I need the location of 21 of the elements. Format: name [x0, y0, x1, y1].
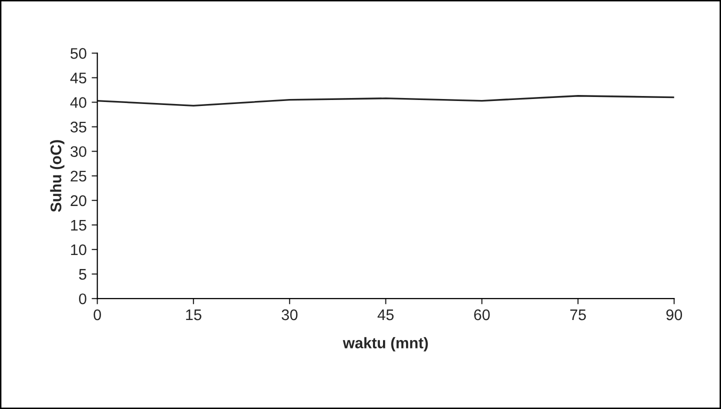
y-tick-label: 15: [71, 220, 86, 231]
x-tick-label: 15: [186, 310, 202, 320]
y-tick-label: 45: [70, 72, 86, 84]
x-tick-label: 45: [378, 310, 394, 320]
y-tick-label: 5: [79, 269, 86, 280]
x-tick-label: 90: [666, 309, 682, 320]
x-axis-title: waktu (mnt): [342, 337, 428, 352]
y-axis-title: Suhu (oC): [50, 140, 64, 212]
y-tick-label: 30: [70, 146, 86, 158]
x-tick-label: 75: [570, 310, 586, 320]
y-tick-label: 20: [70, 195, 86, 206]
x-tick-label: 30: [282, 309, 298, 320]
y-tick-label: 35: [70, 122, 86, 132]
y-tick-label: 10: [71, 244, 86, 256]
y-tick-label: 25: [70, 170, 86, 182]
y-tick-label: 50: [70, 48, 86, 59]
x-tick-label: 0: [94, 309, 101, 320]
x-tick-label: 60: [474, 309, 490, 320]
line-series: [97, 95, 674, 107]
y-tick-label: 0: [79, 293, 86, 304]
y-tick-label: 40: [70, 97, 86, 108]
